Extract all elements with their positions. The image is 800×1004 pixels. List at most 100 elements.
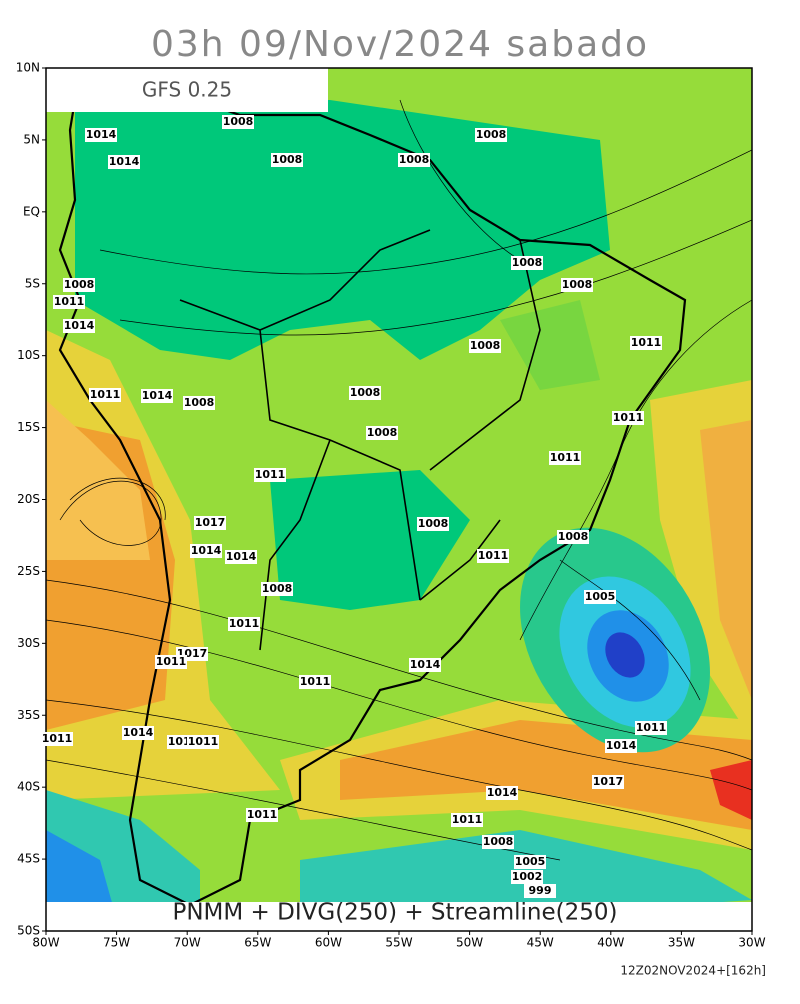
footer: 12Z02NOV2024+[162h] xyxy=(620,964,766,978)
legend: PNMM + DIVG(250) + Streamline(250) xyxy=(172,900,617,926)
lat-label: 10S xyxy=(17,348,40,362)
isobar-label-bg xyxy=(349,386,381,400)
isobar-label-bg xyxy=(398,153,430,167)
isobar-label-bg xyxy=(89,388,121,402)
lat-label: 20S xyxy=(17,492,40,506)
isobar-label-bg xyxy=(549,451,581,465)
isobar-label: 1011 xyxy=(452,813,483,826)
model-box xyxy=(46,68,328,112)
lat-label: 25S xyxy=(17,564,40,578)
isobar-label: 1011 xyxy=(90,388,121,401)
isobar-label-bg xyxy=(299,675,331,689)
isobar-label: 1017 xyxy=(195,516,226,529)
isobar-label-bg xyxy=(635,721,667,735)
isobar-label-bg xyxy=(417,517,449,531)
isobar-label-bg xyxy=(524,884,556,898)
lon-label: 70W xyxy=(174,936,201,950)
model-label: GFS 0.25 xyxy=(142,78,232,102)
isobar-label: 1008 xyxy=(399,153,430,166)
field-orange-light xyxy=(46,400,150,560)
isobar-label-bg xyxy=(469,339,501,353)
lon-label: 35W xyxy=(668,936,695,950)
lon-label: 75W xyxy=(103,936,130,950)
isobar-label-bg xyxy=(366,426,398,440)
isobar-label: 1014 xyxy=(487,786,518,799)
isobar-label: 1011 xyxy=(54,295,85,308)
isobar-label-bg xyxy=(511,256,543,270)
isobar-label: 1011 xyxy=(613,411,644,424)
isobar-label-bg xyxy=(246,808,278,822)
isobar-label: 1008 xyxy=(262,582,293,595)
isobar-label: 1014 xyxy=(191,544,222,557)
lat-label: 10N xyxy=(16,61,40,75)
map-title: 03h 09/Nov/2024 sabado xyxy=(151,24,649,65)
isobar-label-bg xyxy=(482,835,514,849)
field xyxy=(46,68,752,931)
lon-label: 40W xyxy=(597,936,624,950)
lon-label: 55W xyxy=(385,936,412,950)
isobar-label: 1011 xyxy=(255,468,286,481)
isobar-label: 1014 xyxy=(64,319,95,332)
isobar-label-bg xyxy=(514,855,546,869)
isobar-label: 1011 xyxy=(42,732,73,745)
isobar-label-bg xyxy=(222,115,254,129)
lat-label: 40S xyxy=(17,780,40,794)
isobar-label-bg xyxy=(511,870,543,884)
isobar-label: 1011 xyxy=(550,451,581,464)
isobar-label: 1005 xyxy=(515,855,546,868)
lon-label: 80W xyxy=(32,936,59,950)
isobar-label-bg xyxy=(271,153,303,167)
isobar-label: 1011 xyxy=(636,721,667,734)
isobar-label: 1014 xyxy=(86,128,117,141)
isobar-label-bg xyxy=(63,319,95,333)
isobar-label: 1011 xyxy=(188,735,219,748)
isobar-label: 1017 xyxy=(593,775,624,788)
isobar-label-bg xyxy=(187,735,219,749)
isobar-label-bg xyxy=(228,617,260,631)
lon-label: 50W xyxy=(456,936,483,950)
isobar-label: 1014 xyxy=(606,739,637,752)
isobar-label: 1008 xyxy=(367,426,398,439)
coastline xyxy=(58,93,687,907)
isobar-label-bg xyxy=(612,411,644,425)
isobar-label: 1014 xyxy=(410,658,441,671)
isobar-label-bg xyxy=(63,278,95,292)
isobar-label-bg xyxy=(475,128,507,142)
legend-box xyxy=(46,902,752,931)
isobar-label: 1011 xyxy=(631,336,662,349)
lon-label: 30W xyxy=(738,936,765,950)
isobar-label: 1011 xyxy=(247,808,278,821)
isobar-label: 1008 xyxy=(350,386,381,399)
cyclone-core xyxy=(605,632,645,678)
isobar-label: 1008 xyxy=(223,115,254,128)
field-teal-north xyxy=(75,100,610,360)
isobar-label: 1011 xyxy=(229,617,260,630)
field-orange-east xyxy=(700,420,752,700)
isobar-label: 1008 xyxy=(562,278,593,291)
lat-label: 45S xyxy=(17,852,40,866)
isobar-label-bg xyxy=(190,544,222,558)
isobar-label-bg xyxy=(41,732,73,746)
isobar-label: 1008 xyxy=(558,530,589,543)
lon-label: 65W xyxy=(244,936,271,950)
isobar-label-bg xyxy=(261,582,293,596)
isobar-label: 1008 xyxy=(483,835,514,848)
isobar-labels: 1008100810081008100810081008101110141008… xyxy=(41,115,667,898)
isobar-label-bg xyxy=(254,468,286,482)
lon-label: 45W xyxy=(527,936,554,950)
borders xyxy=(179,229,541,651)
isobar-label: 1014 xyxy=(142,389,173,402)
isobar-label-bg xyxy=(183,396,215,410)
isobar-label-bg xyxy=(194,516,226,530)
isobar-label: 1011 xyxy=(156,655,187,668)
isobar-label: 1011 xyxy=(300,675,331,688)
isobar-label: 1008 xyxy=(476,128,507,141)
isobar-label-bg xyxy=(141,389,173,403)
lat-label: 5S xyxy=(25,276,40,290)
lat-label: 5N xyxy=(23,132,40,146)
isobar-label: 1008 xyxy=(184,396,215,409)
lat-label: 30S xyxy=(17,636,40,650)
isobar-label-bg xyxy=(477,549,509,563)
